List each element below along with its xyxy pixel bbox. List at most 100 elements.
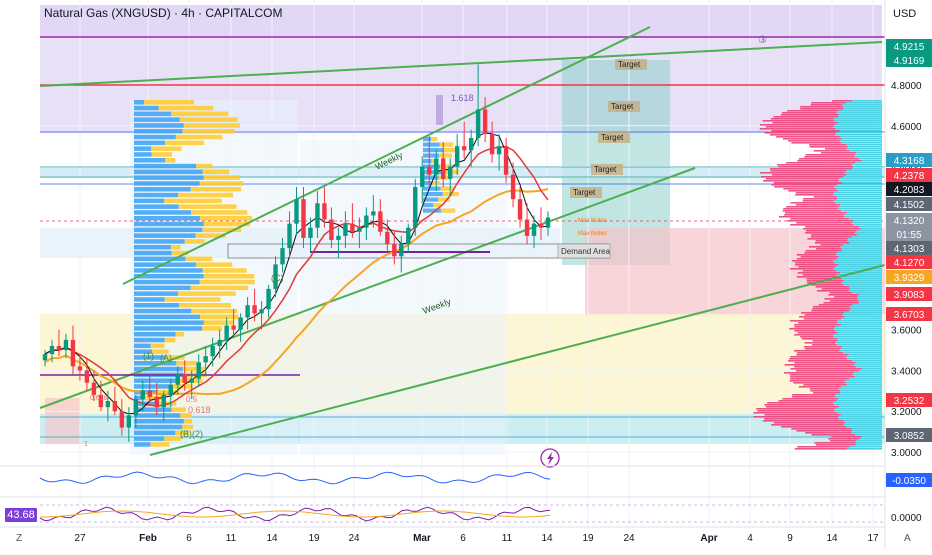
vp-right-bar-cyan: [859, 158, 882, 160]
price-badge-text-12: 3.6703: [894, 310, 925, 321]
vp-right-bar-cyan: [837, 276, 882, 278]
vp-left-bar-orange: [203, 221, 251, 227]
vp-right-bar-pink: [796, 254, 836, 256]
vp-left-bar-orange: [165, 158, 176, 163]
vp-right-bar-cyan: [842, 346, 882, 348]
vp-right-bar-pink: [803, 384, 847, 386]
vp-right-bar-pink: [815, 444, 856, 446]
time-axis[interactable]: 27 Feb 6 11 14 19 24 Mar 6 11 14 19 24 Apr 4 9 14 17: [74, 533, 879, 544]
vp-right-bar-pink: [783, 208, 839, 210]
channel-upper-line[interactable]: [122, 26, 651, 285]
candle-body-2: [56, 345, 62, 351]
vp-right-bar-pink: [802, 274, 837, 276]
vp-right-bar-cyan: [837, 338, 882, 340]
vp-right-bar-cyan: [856, 234, 882, 236]
candle-body-1: [49, 345, 55, 355]
vp-right-bar-pink: [790, 224, 854, 226]
vp-right-bar-cyan: [837, 198, 882, 200]
candle-body-40: [322, 203, 327, 220]
vp-right-bar-cyan: [840, 272, 882, 274]
vp-right-bar-pink: [788, 190, 839, 192]
candle-body-59: [454, 146, 460, 167]
trendline-bottom[interactable]: [149, 264, 886, 456]
vp-left-bar-orange: [152, 349, 169, 354]
vp-mid-bar: [423, 186, 441, 191]
candle-body-71: [538, 223, 544, 228]
candle-body-62: [475, 109, 481, 139]
vp-right-bar-cyan: [855, 362, 882, 364]
vp-right-bar-cyan: [855, 152, 882, 154]
vp-right-bar-cyan: [856, 230, 882, 232]
vp-right-bar-pink: [814, 242, 850, 244]
vp-right-bar-cyan: [841, 386, 882, 388]
price-tick-3: 3.6000: [891, 326, 922, 337]
time-tick-1: Feb: [139, 533, 157, 544]
vp-right-bar-pink: [834, 296, 858, 298]
vp-left-bar-blue: [134, 430, 176, 436]
vp-right-bar-cyan: [833, 192, 882, 194]
vp-right-bar-cyan: [853, 166, 882, 168]
vp-right-bar-cyan: [834, 410, 882, 412]
candle-body-70: [531, 223, 537, 236]
vp-right-bar-cyan: [858, 294, 882, 296]
vp-right-bar-cyan: [853, 220, 882, 222]
price-badge-text-5: 4.1502: [894, 200, 925, 211]
candle-body-36: [294, 199, 299, 224]
vp-left-bar-orange: [164, 297, 221, 302]
vp-right-bar-cyan: [844, 172, 882, 174]
vp-left-bar-blue: [134, 407, 172, 412]
vp-right-bar-pink: [810, 236, 852, 238]
vp-right-bar-cyan: [858, 300, 882, 302]
auto-scale-toggle[interactable]: A: [904, 533, 911, 544]
currency-label[interactable]: USD: [893, 8, 917, 20]
vp-right-bar-cyan: [851, 432, 882, 434]
time-tick-12: 24: [623, 533, 635, 544]
vp-left-bar-blue: [134, 332, 176, 337]
fib-marker: [436, 95, 443, 125]
candle-body-47: [371, 211, 376, 216]
vp-left-bar-orange: [178, 192, 234, 198]
price-tick-5: 3.2000: [891, 407, 922, 418]
vp-right-bar-pink: [804, 252, 837, 254]
candle-body-72: [545, 217, 551, 228]
timezone-toggle[interactable]: Z: [16, 533, 23, 544]
max-notes-1: Max Notes: [578, 218, 607, 224]
vp-left-bar-orange: [184, 239, 205, 244]
price-badge-10: [886, 270, 932, 284]
time-tick-17: 17: [867, 533, 879, 544]
trendline-top[interactable]: [39, 41, 883, 87]
price-tick-1: 4.6000: [891, 122, 922, 133]
vp-right-bar-pink: [801, 338, 838, 340]
vp-right-bar-pink: [789, 374, 853, 376]
vp-right-bar-pink: [809, 144, 847, 146]
vp-left-bar-blue: [134, 100, 144, 105]
vp-right-bar-cyan: [851, 236, 882, 238]
vp-right-bar-cyan: [847, 146, 882, 148]
vp-right-bar-cyan: [851, 430, 882, 432]
vp-right-bar-cyan: [838, 110, 882, 112]
vp-right-bar-cyan: [838, 406, 882, 408]
vp-left-bar-blue: [134, 326, 203, 331]
vp-right-bar-cyan: [843, 106, 882, 108]
vp-right-bar-cyan: [839, 206, 882, 208]
vp-right-bar-cyan: [861, 436, 882, 438]
vp-mid-bar: [423, 175, 439, 180]
candle-body-49: [385, 231, 390, 245]
vp-left-bar-orange: [202, 169, 229, 175]
channel-lower-line[interactable]: [39, 167, 696, 409]
price-badge-text-14: 3.0852: [894, 431, 925, 442]
vp-left-bar-orange: [191, 210, 248, 215]
candle-body-38: [308, 227, 313, 238]
candle-body-52: [406, 227, 411, 245]
vp-right-bar-cyan: [843, 108, 882, 110]
vp-right-bar-cyan: [855, 232, 882, 234]
vp-right-bar-cyan: [852, 292, 882, 294]
vp-right-bar-cyan: [836, 252, 882, 254]
vp-left-bar-blue: [134, 117, 180, 122]
vp-right-bar-pink: [782, 398, 839, 400]
vp-right-bar-cyan: [835, 134, 882, 136]
vp-left-bar-orange: [151, 146, 182, 151]
candle-body-65: [496, 146, 502, 155]
